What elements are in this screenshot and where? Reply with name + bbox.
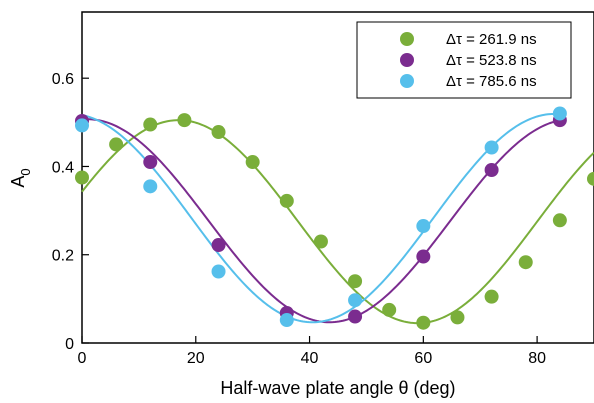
data-point-series-3 <box>143 179 158 194</box>
data-point-series-1 <box>109 137 124 152</box>
legend-items: Δτ = 261.9 ns Δτ = 523.8 ns Δτ = 785.6 ns <box>400 31 537 90</box>
data-point-series-1 <box>313 234 328 249</box>
data-point-series-2 <box>143 155 158 170</box>
y-tick-label: 0 <box>65 336 74 353</box>
data-point-series-1 <box>348 274 363 289</box>
data-point-series-1 <box>587 171 594 186</box>
data-point-series-1 <box>75 170 89 185</box>
data-point-series-3 <box>348 293 363 308</box>
legend-marker <box>400 32 414 46</box>
data-point-series-1 <box>245 155 260 170</box>
data-point-series-2 <box>416 249 431 264</box>
x-tick-label: 0 <box>78 350 87 367</box>
x-tick-label: 40 <box>301 350 319 367</box>
fit-curve-series-1 <box>81 119 594 325</box>
y-tick-label: 0.4 <box>52 159 74 176</box>
legend-box <box>356 21 572 99</box>
y-tick-label: 0.6 <box>52 71 74 88</box>
x-ticks: 0 20 40 60 80 <box>78 336 546 367</box>
data-point-series-1 <box>450 310 465 325</box>
x-tick-label: 80 <box>528 350 546 367</box>
legend-label: Δτ = 523.8 ns <box>446 52 537 69</box>
data-point-series-1 <box>416 315 431 330</box>
fit-curves <box>81 112 594 325</box>
data-point-series-1 <box>518 255 533 270</box>
data-point-series-3 <box>211 264 226 279</box>
data-point-series-2 <box>484 162 499 177</box>
data-point-series-3 <box>484 140 499 155</box>
data-point-series-1 <box>279 193 294 208</box>
x-axis-label: Half-wave plate angle θ (deg) <box>220 378 455 398</box>
y-ticks: 0 0.2 0.4 0.6 <box>52 71 89 353</box>
data-point-series-1 <box>177 113 192 128</box>
legend-label: Δτ = 261.9 ns <box>446 31 537 48</box>
data-point-series-1 <box>211 125 226 140</box>
x-tick-label: 20 <box>187 350 205 367</box>
data-point-series-3 <box>552 106 567 121</box>
legend-marker <box>400 53 414 67</box>
data-point-series-3 <box>75 118 89 133</box>
data-point-series-3 <box>416 219 431 234</box>
y-axis-label-subscript: 0 <box>18 168 33 175</box>
data-point-series-1 <box>484 289 499 304</box>
data-point-series-1 <box>382 302 397 317</box>
data-point-series-3 <box>279 313 294 328</box>
data-points <box>75 106 594 330</box>
data-point-series-1 <box>143 117 158 132</box>
legend-marker <box>400 74 414 88</box>
data-point-series-2 <box>211 238 226 253</box>
data-point-series-1 <box>552 213 567 228</box>
y-tick-label: 0.2 <box>52 248 74 265</box>
fit-curve-series-3 <box>81 112 560 324</box>
y-axis-label: A0 <box>8 168 33 187</box>
legend: Δτ = 261.9 ns Δτ = 523.8 ns Δτ = 785.6 ns <box>356 21 572 99</box>
legend-label: Δτ = 785.6 ns <box>446 73 537 90</box>
x-tick-label: 60 <box>414 350 432 367</box>
data-point-series-2 <box>348 309 363 324</box>
